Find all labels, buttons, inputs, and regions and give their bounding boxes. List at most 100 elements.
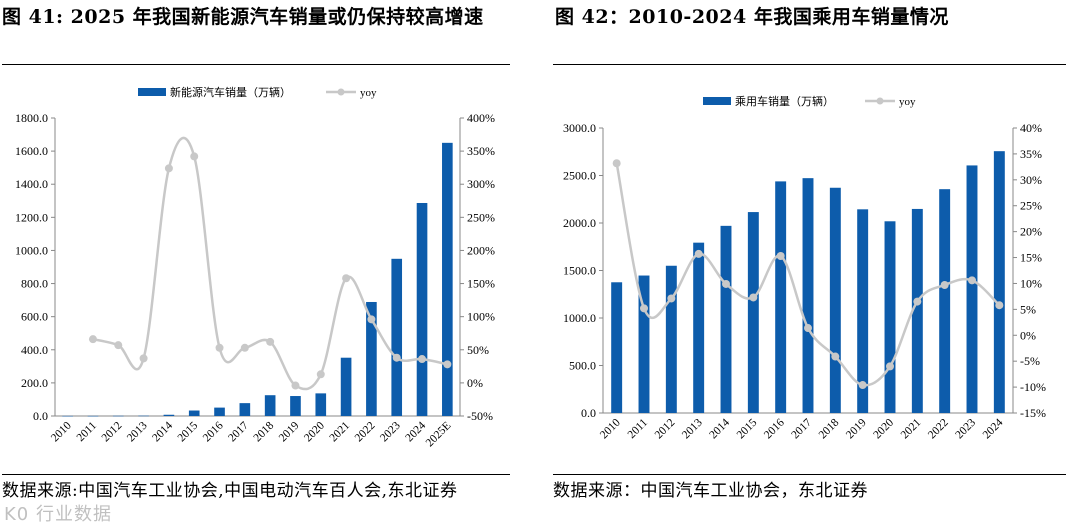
figure-41-title: 图 41: 2025 年我国新能源汽车销量或仍保持较高增速 [2,6,484,28]
y-right-tick-label: 300% [467,177,495,191]
y-left-tick-label: 3000.0 [563,121,596,135]
y-right-tick-label: 200% [467,243,495,257]
y-left-tick-label: 2000.0 [563,216,596,230]
y-right-tick-label: 0% [1020,328,1036,342]
yoy-point-2023 [968,276,976,285]
figure-42-title: 图 42：2010-2024 年我国乘用车销量情况 [555,6,949,28]
yoy-point-2020 [886,362,894,371]
yoy-point-2020 [316,370,325,379]
x-tick-label: 2019 [277,419,302,444]
bar-2024 [416,202,428,416]
y-left-tick-label: 1600.0 [15,144,48,158]
yoy-point-2016 [215,343,224,352]
yoy-line [92,136,448,391]
yoy-point-2019 [858,381,867,390]
x-tick-label: 2017 [226,419,251,444]
yoy-point-2015 [749,293,758,302]
bar-2020 [315,393,327,416]
yoy-point-2024 [995,301,1004,310]
bar-2022 [366,301,377,416]
bar-2015 [747,212,759,413]
legend-line-marker [876,97,884,105]
bar-2022 [939,189,951,413]
bar-2019 [290,396,301,416]
bar-2024 [993,151,1005,413]
x-tick-label: 2024 [981,416,1006,441]
x-tick-label: 2023 [953,416,978,441]
source-rule [2,474,510,475]
bar-2014 [163,414,175,416]
x-tick-label: 2020 [871,416,896,441]
yoy-point-2014 [722,279,730,288]
bar-2018 [829,187,841,413]
yoy-point-2012 [114,341,123,350]
yoy-point-2013 [139,354,148,363]
bar-2011 [638,275,650,413]
y-right-tick-label: 250% [467,210,495,224]
bar-2012 [665,265,677,413]
x-tick-label: 2012 [653,416,678,441]
y-left-tick-label: 800.0 [21,277,48,291]
y-left-tick-label: 2500.0 [563,169,596,183]
bar-2017 [239,403,251,416]
yoy-point-2022 [940,281,949,290]
bar-2023 [966,165,978,413]
x-tick-label: 2019 [844,416,869,441]
legend-bar-swatch [703,97,731,105]
legend-bar-label: 乘用车销量（万辆） [735,94,834,108]
y-left-tick-label: 1200.0 [15,210,48,224]
x-tick-label: 2021 [327,419,352,444]
y-right-tick-label: 40% [1020,121,1042,135]
yoy-point-2012 [667,294,676,303]
bar-2019 [857,209,869,413]
bar-2018 [264,395,276,416]
title-rule [553,64,1066,65]
bar-2016 [775,181,787,413]
x-tick-label: 2022 [353,419,378,444]
yoy-point-2011 [88,335,97,344]
x-tick-label: 2014 [707,416,732,441]
yoy-point-2010 [612,159,621,168]
bar-2025E [442,142,453,416]
x-tick-label: 2010 [598,416,623,441]
y-right-tick-label: 150% [467,277,495,291]
legend-bar-swatch [138,88,166,96]
bar-2020 [884,221,896,413]
x-tick-label: 2011 [75,419,100,444]
source-rule [553,474,1066,475]
y-right-tick-label: 15% [1020,251,1042,265]
yoy-point-2013 [694,249,703,258]
y-right-tick-label: 400% [467,111,495,125]
figure-42-source: 数据来源：中国汽车工业协会，东北证券 [553,481,868,501]
bar-2014 [720,225,732,413]
x-tick-label: 2010 [49,419,74,444]
yoy-point-2014 [164,164,173,173]
bar-2010 [611,282,623,413]
y-right-tick-label: 0% [467,376,483,390]
x-tick-label: 2018 [817,416,842,441]
bar-2016 [214,407,225,416]
y-right-tick-label: 10% [1020,276,1042,290]
yoy-point-2023 [392,353,401,362]
legend-bar-label: 新能源汽车销量（万辆） [170,85,291,99]
x-tick-label: 2016 [762,416,787,441]
bar-2011 [87,415,99,417]
y-left-tick-label: 0.0 [581,406,596,420]
x-tick-label: 2013 [125,419,150,444]
y-left-tick-label: 200.0 [21,376,48,390]
bar-2023 [391,258,403,416]
y-left-tick-label: 1800.0 [15,111,48,125]
yoy-point-2018 [831,352,840,361]
y-left-tick-label: 1000.0 [563,311,596,325]
legend-line-label: yoy [360,87,377,99]
yoy-point-2016 [776,251,785,260]
x-tick-label: 2021 [899,416,924,441]
figure-42: 图 42：2010-2024 年我国乘用车销量情况 乘用车销量（万辆） yoy 0.… [553,0,1073,531]
watermark: K0 行业数据 [4,504,112,525]
y-left-tick-label: 1400.0 [15,177,48,191]
y-right-tick-label: 25% [1020,199,1042,213]
x-tick-label: 2014 [150,419,175,444]
y-right-tick-label: 35% [1020,147,1042,161]
y-right-tick-label: -10% [1020,380,1046,394]
y-right-tick-label: 5% [1020,302,1036,316]
